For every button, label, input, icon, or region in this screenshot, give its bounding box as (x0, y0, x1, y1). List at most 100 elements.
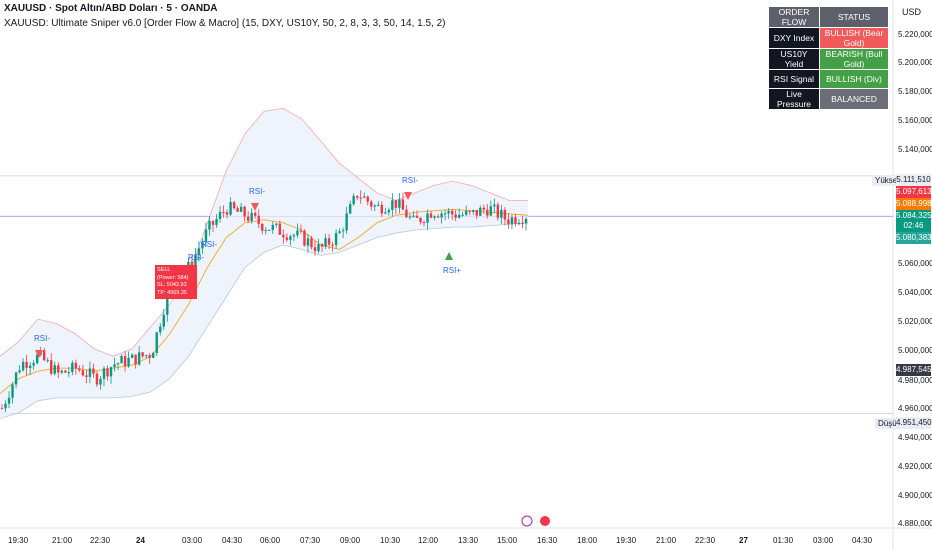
low-price-tag: 4.951,450 (896, 417, 932, 429)
candle-body (275, 223, 278, 225)
candle-body (285, 237, 289, 240)
candle-body (123, 356, 127, 367)
candle-body (436, 216, 440, 218)
candle-body (152, 352, 155, 358)
candle-body (306, 238, 310, 246)
candle-body (412, 215, 415, 217)
row-status: BEARISH (Bull Gold) (820, 49, 888, 69)
candle-body (95, 373, 99, 385)
last-price-tag: 5.084,325 (896, 210, 932, 222)
candle-body (4, 403, 7, 409)
time-tick: 01:30 (773, 536, 794, 545)
indicator-title: XAUUSD: Ultimate Sniper v6.0 [Order Flow… (4, 18, 446, 29)
candle-body (257, 215, 260, 224)
candle-body (162, 314, 165, 327)
candle-body (60, 370, 63, 373)
candle-body (465, 210, 468, 215)
row-status: BALANCED (820, 89, 888, 109)
time-tick: 04:30 (222, 536, 243, 545)
moving-average-line (0, 208, 529, 394)
candle-body (116, 363, 120, 365)
candle-body (64, 370, 67, 373)
candle-body (514, 217, 517, 224)
time-tick: 19:30 (8, 536, 29, 545)
candle-body (313, 247, 317, 252)
candle-body (67, 372, 71, 374)
candle-body (334, 233, 338, 246)
candle-body (320, 244, 324, 247)
band-lower-line (0, 222, 529, 420)
candle-body (85, 375, 88, 377)
table-header-left: ORDER FLOW (769, 7, 819, 27)
candle-body (43, 350, 46, 361)
time-tick: 06:00 (260, 536, 281, 545)
price-tick: 5.140,000 (898, 145, 932, 154)
row-status: BULLISH (Bear Gold) (820, 28, 888, 48)
candle-body (74, 362, 78, 369)
candle-body (250, 212, 253, 221)
candle-body (510, 217, 514, 225)
time-tick: 12:00 (418, 536, 439, 545)
candle-body (443, 213, 447, 215)
time-tick: 24 (136, 536, 145, 545)
candle-body (521, 223, 524, 225)
candle-body (211, 220, 215, 225)
candle-body (296, 230, 299, 236)
sell-line: SELL (157, 267, 171, 273)
candle-body (14, 372, 18, 385)
candle-body (468, 210, 471, 212)
candle-body (482, 207, 485, 210)
candle-body (282, 234, 285, 238)
candle-body (479, 207, 482, 216)
candle-body (503, 209, 507, 220)
candle-body (317, 244, 320, 252)
candle-body (106, 368, 109, 377)
candle-body (21, 361, 25, 371)
candle-body (426, 213, 429, 223)
sell-arrow (404, 192, 412, 200)
candle-body (271, 224, 274, 230)
candle-body (225, 212, 229, 215)
candle-body (239, 206, 243, 212)
candle-body (324, 238, 327, 247)
candle-body (236, 208, 239, 212)
time-tick: 22:30 (695, 536, 716, 545)
candle-body (380, 204, 384, 214)
candle-body (120, 356, 123, 364)
candle-body (155, 332, 158, 353)
time-tick: 10:30 (380, 536, 401, 545)
band-price-tag: 5.080,383 (896, 232, 932, 244)
candle-body (278, 223, 282, 235)
sell-signal-box[interactable]: SELL (Power: 584) SL: 5042.93 TP: 4969.3… (155, 265, 197, 299)
candle-body (338, 231, 341, 234)
candle-body (159, 326, 162, 333)
time-tick: 04:30 (852, 536, 873, 545)
price-tick: 4.960,000 (898, 404, 932, 413)
price-tick: 4.880,000 (898, 519, 932, 528)
candle-body (78, 368, 81, 371)
price-tick: 4.900,000 (898, 491, 932, 500)
candle-body (517, 223, 521, 225)
candle-body (88, 368, 92, 377)
candle-body (370, 201, 373, 207)
low-label: Düşük (875, 418, 904, 429)
candle-body (500, 209, 503, 218)
currency-label[interactable]: USD (902, 7, 922, 17)
candle-body (0, 408, 4, 410)
candle-body (345, 213, 348, 231)
candle-body (341, 230, 345, 232)
candle-body (524, 218, 528, 224)
time-tick: 07:30 (300, 536, 321, 545)
candle-body (447, 210, 450, 214)
candle-body (18, 370, 21, 373)
candle-body (387, 209, 391, 213)
candle-body (454, 214, 457, 218)
candle-body (355, 195, 359, 198)
row-label: US10Y Yield (769, 49, 819, 69)
candle-body (352, 195, 355, 205)
price-tick: 5.000,000 (898, 346, 932, 355)
sell-line: TP: 4969.35 (157, 289, 187, 296)
candle-body (7, 397, 11, 404)
table-header-right: STATUS (820, 7, 888, 27)
